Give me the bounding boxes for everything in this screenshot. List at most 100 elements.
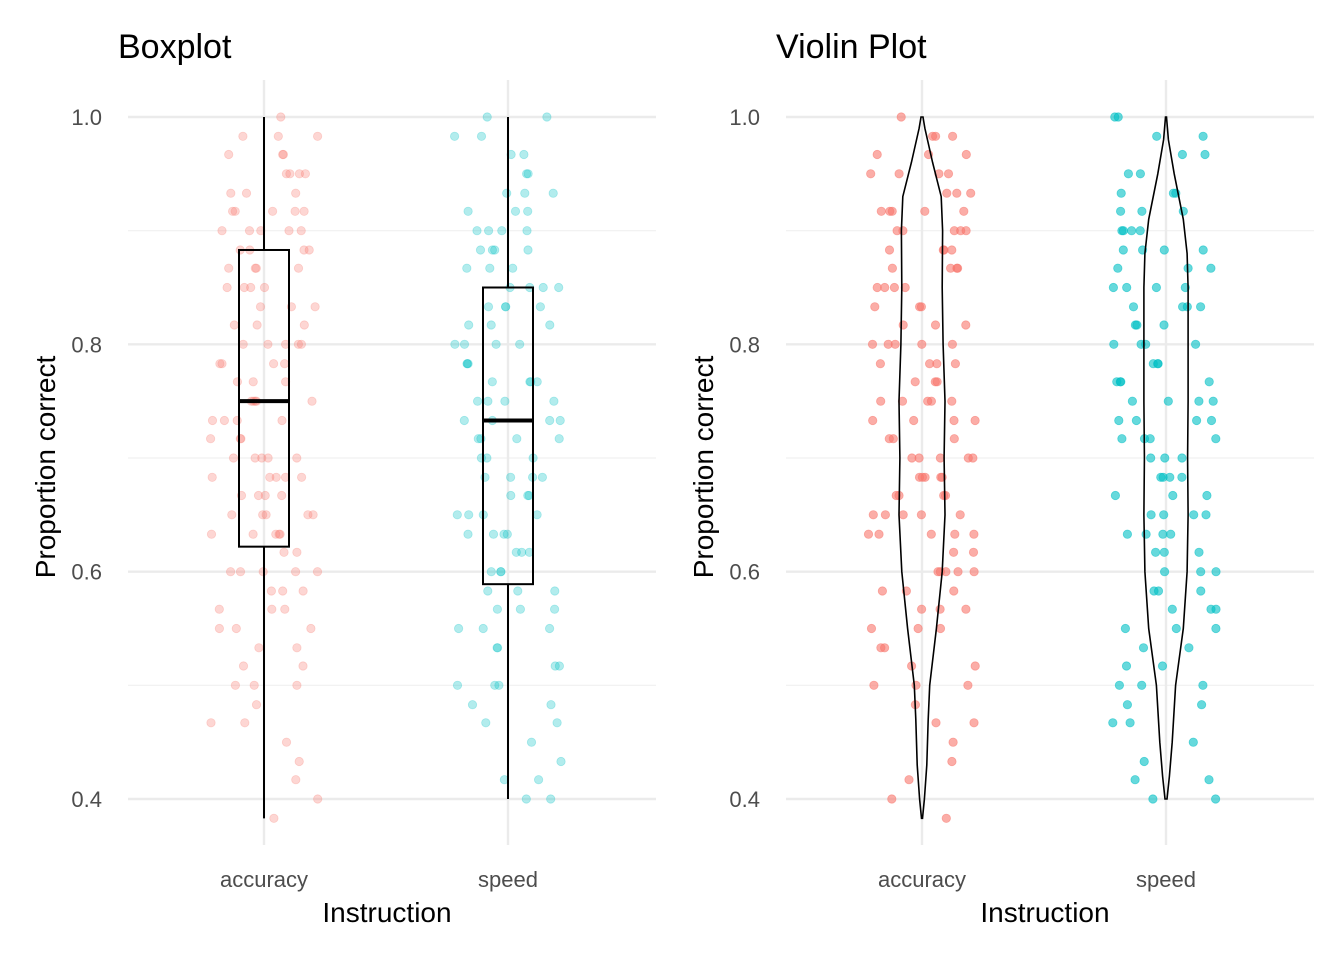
boxplot-point-speed [533, 775, 544, 785]
boxplot-point-speed [510, 206, 521, 216]
violin-title: Violin Plot [776, 28, 927, 66]
boxplot-point-speed [545, 415, 555, 426]
boxplot-point-accuracy [260, 490, 270, 501]
boxplot-point-accuracy [238, 661, 249, 671]
boxplot-point-accuracy [276, 112, 286, 122]
boxplot-point-speed [519, 149, 529, 160]
boxplot-point-accuracy [227, 510, 237, 520]
violin-point-speed [1116, 377, 1126, 387]
boxplot-point-accuracy [226, 567, 236, 577]
violin-point-speed [1197, 700, 1207, 710]
violin-point-accuracy [943, 169, 954, 179]
boxplot-point-accuracy [271, 472, 281, 482]
violin-point-accuracy [947, 131, 958, 141]
violin-point-accuracy [948, 737, 958, 747]
boxplot-point-speed [513, 586, 523, 596]
boxplot-point-accuracy [224, 149, 234, 160]
violin-point-accuracy [863, 529, 874, 539]
boxplot-point-accuracy [229, 320, 239, 330]
violin-point-speed [1151, 547, 1161, 557]
violin-panel: 0.4 0.6 0.8 1.0 accuracy speed Violin Plot Inst… [688, 28, 1314, 928]
violin-point-speed [1159, 510, 1169, 520]
boxplot-point-speed [483, 302, 494, 312]
violin-point-speed [1108, 718, 1118, 728]
violin-point-speed [1128, 302, 1139, 312]
boxplot-point-speed [496, 567, 506, 577]
violin-point-speed [1117, 434, 1127, 444]
boxplot-point-speed [554, 661, 565, 671]
boxplot-point-speed [462, 263, 472, 273]
violin-point-speed [1168, 188, 1179, 198]
violin-point-speed [1108, 282, 1119, 293]
boxplot-point-speed [515, 604, 526, 614]
violin-point-accuracy [947, 756, 957, 767]
boxplot-point-speed [538, 282, 548, 293]
violin-point-accuracy [969, 529, 979, 539]
box-speed [482, 286, 534, 586]
boxplot-point-speed [552, 718, 562, 728]
boxplot-point-accuracy [281, 169, 291, 179]
boxplot-point-accuracy [293, 263, 304, 273]
violin-point-accuracy [866, 623, 877, 634]
violin-point-accuracy [887, 206, 897, 216]
boxplot-point-accuracy [292, 680, 302, 690]
boxplot-point-accuracy [292, 547, 302, 557]
violin-point-speed [1177, 453, 1187, 463]
violin-point-accuracy [947, 339, 958, 349]
boxplot-point-speed [512, 434, 522, 444]
violin-point-speed [1137, 680, 1147, 690]
boxplot-point-speed [467, 700, 478, 710]
violin-point-accuracy [948, 547, 959, 557]
boxplot-point-accuracy [299, 320, 309, 330]
boxplot-point-accuracy [246, 282, 256, 293]
violin-point-accuracy [947, 396, 957, 406]
boxplot-point-speed [505, 472, 516, 482]
boxplot-point-speed [464, 320, 474, 330]
boxplot-point-speed [501, 302, 511, 312]
boxplot-point-accuracy [274, 529, 284, 539]
boxplot-point-speed [532, 510, 542, 520]
violin-point-speed [1211, 567, 1221, 577]
violin-point-speed [1118, 226, 1129, 236]
violin-point-speed [1114, 680, 1125, 690]
violin-point-accuracy [869, 680, 879, 690]
boxplot-point-speed [475, 245, 486, 255]
violin-point-accuracy [916, 510, 927, 520]
violin-point-accuracy [941, 813, 951, 823]
violin-point-speed [1206, 415, 1217, 426]
boxplot-point-speed [537, 472, 548, 482]
boxplot-point-accuracy [292, 643, 302, 653]
violin-point-speed [1165, 472, 1175, 482]
violin-point-accuracy [968, 547, 979, 557]
boxplot-point-accuracy [285, 169, 295, 179]
violin-point-accuracy [961, 149, 971, 160]
boxplot-point-accuracy [253, 490, 264, 501]
violin-point-speed [1153, 586, 1164, 596]
violin-point-accuracy [952, 188, 962, 198]
violin-point-speed [1194, 547, 1204, 557]
boxplot-point-accuracy [254, 643, 264, 653]
violin-point-speed [1146, 510, 1156, 520]
boxplot-point-accuracy [232, 415, 242, 426]
violin-point-speed [1160, 567, 1170, 577]
violin-point-accuracy [890, 339, 900, 349]
violin-point-speed [1157, 661, 1168, 671]
violin-point-accuracy [949, 586, 959, 596]
boxplot-x-axis-title: Instruction [322, 897, 451, 928]
boxplot-point-speed [521, 794, 531, 804]
violin-point-accuracy [923, 396, 933, 406]
violin-point-speed [1127, 226, 1137, 236]
boxplot-point-accuracy [298, 661, 308, 671]
boxplot-point-speed [462, 359, 472, 369]
boxplot-point-speed [492, 643, 502, 653]
violin-point-speed [1198, 245, 1208, 255]
boxplot-point-speed [549, 396, 559, 406]
violin-point-accuracy [868, 415, 878, 426]
violin-point-speed [1177, 149, 1188, 160]
violin-point-speed [1159, 547, 1169, 557]
violin-x-tick-label: speed [1136, 867, 1196, 892]
violin-point-accuracy [914, 453, 924, 463]
violin-point-speed [1125, 718, 1135, 728]
boxplot-point-speed [554, 282, 564, 293]
violin-point-speed [1211, 434, 1221, 444]
